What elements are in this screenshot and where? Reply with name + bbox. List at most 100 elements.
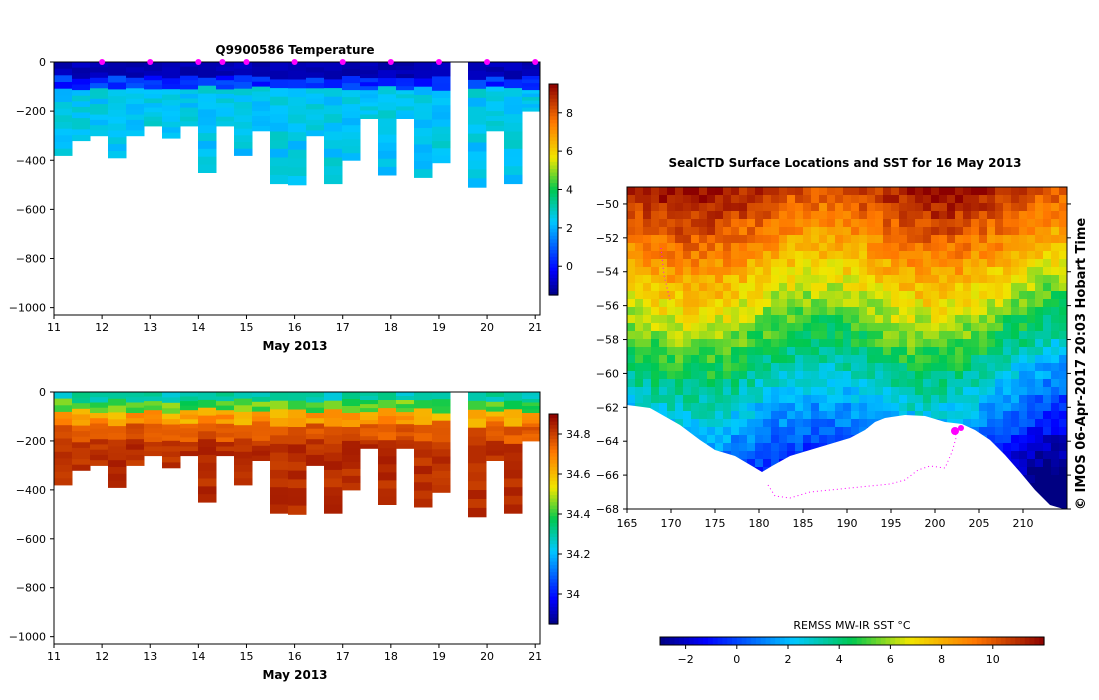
colorbar-swatch <box>549 557 558 562</box>
section-cell <box>234 411 253 419</box>
section-cell <box>378 408 397 417</box>
sst-pixel <box>875 331 884 340</box>
sst-pixel <box>667 235 676 244</box>
section-cell <box>216 446 235 452</box>
sst-pixel <box>755 315 764 324</box>
sst-pixel <box>987 419 996 428</box>
sst-pixel <box>763 251 772 260</box>
sst-pixel <box>827 427 836 436</box>
sst-pixel <box>883 379 892 388</box>
section-cell <box>108 446 127 454</box>
section-cell <box>108 426 127 434</box>
sst-pixel <box>627 251 636 260</box>
sst-pixel <box>635 379 644 388</box>
section-cell <box>288 167 307 177</box>
lat-tick-label: −68 <box>596 503 619 516</box>
sst-pixel <box>699 291 708 300</box>
section-cell <box>486 396 505 403</box>
section-cell <box>126 407 145 414</box>
sst-pixel <box>963 275 972 284</box>
sst-pixel <box>987 315 996 324</box>
sst-pixel <box>851 347 860 356</box>
map-latitude-axis: −50−52−54−56−58−60−62−64−66−68 <box>596 198 1071 516</box>
sst-pixel <box>1011 387 1020 396</box>
section-cell <box>72 73 91 80</box>
sst-pixel <box>867 323 876 332</box>
sst-pixel <box>683 379 692 388</box>
sst-pixel <box>675 339 684 348</box>
sst-pixel <box>739 435 748 444</box>
sst-pixel <box>923 387 932 396</box>
sst-pixel <box>755 203 764 212</box>
sst-pixel <box>659 267 668 276</box>
sst-pixel <box>1011 371 1020 380</box>
sst-pixel <box>723 291 732 300</box>
section-cell <box>306 93 325 100</box>
sst-pixel <box>683 211 692 220</box>
sst-pixel <box>803 387 812 396</box>
sst-pixel <box>811 235 820 244</box>
sst-pixel <box>1051 483 1060 492</box>
sst-pixel <box>1059 499 1067 508</box>
sst-pixel <box>843 371 852 380</box>
section-cell <box>54 122 73 130</box>
sst-pixel <box>715 283 724 292</box>
sst-pixel <box>859 259 868 268</box>
sst-pixel <box>1019 371 1028 380</box>
sst-pixel <box>747 267 756 276</box>
sst-pixel <box>907 235 916 244</box>
section-cell <box>468 463 487 473</box>
sst-pixel <box>675 315 684 324</box>
section-cell <box>378 150 397 160</box>
sst-pixel <box>923 291 932 300</box>
sst-pixel <box>1019 219 1028 228</box>
sst-pixel <box>1059 323 1067 332</box>
sst-pixel <box>1043 451 1052 460</box>
sst-pixel <box>1051 291 1060 300</box>
sst-pixel <box>931 411 940 420</box>
section-cell <box>144 432 163 438</box>
colorbar-swatch <box>549 231 558 236</box>
sst-pixel <box>947 347 956 356</box>
sst-pixel <box>795 243 804 252</box>
sst-pixel <box>795 267 804 276</box>
sst-pixel <box>771 379 780 388</box>
sst-pixel <box>667 219 676 228</box>
sst-pixel <box>1011 315 1020 324</box>
section-cell <box>288 470 307 480</box>
sst-pixel <box>875 307 884 316</box>
sst-pixel <box>963 307 972 316</box>
sst-pixel <box>627 283 636 292</box>
sst-pixel <box>1051 323 1060 332</box>
sst-pixel <box>835 339 844 348</box>
salinity-section <box>54 392 541 518</box>
sst-pixel <box>1003 419 1012 428</box>
sst-pixel <box>819 379 828 388</box>
section-cell <box>432 463 451 472</box>
sst-pixel <box>747 331 756 340</box>
sst-pixel <box>955 235 964 244</box>
sst-pixel <box>1011 347 1020 356</box>
sst-pixel <box>659 371 668 380</box>
sst-pixel <box>883 283 892 292</box>
sst-pixel <box>635 307 644 316</box>
sst-pixel <box>715 435 724 444</box>
sst-pixel <box>819 395 828 404</box>
sst-pixel <box>1019 459 1028 468</box>
sst-pixel <box>635 323 644 332</box>
sst-pixel <box>891 395 900 404</box>
sst-pixel <box>763 435 772 444</box>
colorbar-swatch <box>861 637 867 645</box>
sst-pixel <box>803 291 812 300</box>
sst-pixel <box>795 291 804 300</box>
sst-pixel <box>739 307 748 316</box>
section-cell <box>342 146 361 154</box>
sst-pixel <box>987 355 996 364</box>
sst-pixel <box>635 299 644 308</box>
sst-pixel <box>835 363 844 372</box>
sst-pixel <box>683 411 692 420</box>
section-cell <box>504 70 523 80</box>
section-cell <box>216 392 235 397</box>
sst-pixel <box>795 411 804 420</box>
